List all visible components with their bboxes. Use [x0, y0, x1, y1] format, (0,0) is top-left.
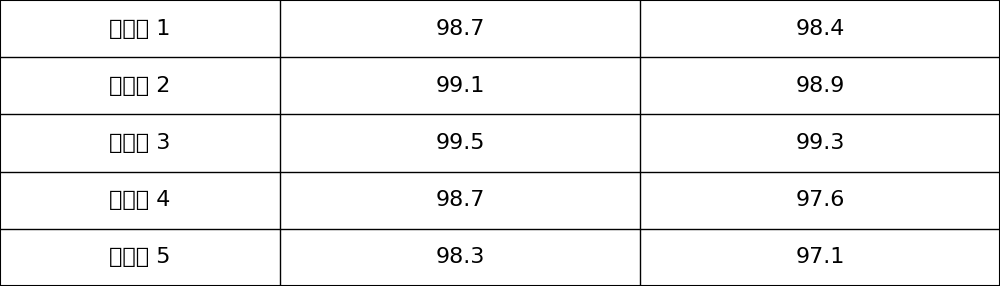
Text: 99.5: 99.5	[435, 133, 485, 153]
Text: 实施例 2: 实施例 2	[109, 76, 171, 96]
Text: 99.3: 99.3	[795, 133, 845, 153]
Text: 实施例 5: 实施例 5	[109, 247, 171, 267]
Text: 97.1: 97.1	[795, 247, 845, 267]
Text: 99.1: 99.1	[435, 76, 485, 96]
Text: 98.3: 98.3	[435, 247, 485, 267]
Text: 实施例 4: 实施例 4	[109, 190, 171, 210]
Text: 97.6: 97.6	[795, 190, 845, 210]
Text: 98.9: 98.9	[795, 76, 845, 96]
Text: 实施例 1: 实施例 1	[109, 19, 171, 39]
Text: 98.4: 98.4	[795, 19, 845, 39]
Text: 98.7: 98.7	[435, 19, 485, 39]
Text: 98.7: 98.7	[435, 190, 485, 210]
Text: 实施例 3: 实施例 3	[109, 133, 171, 153]
